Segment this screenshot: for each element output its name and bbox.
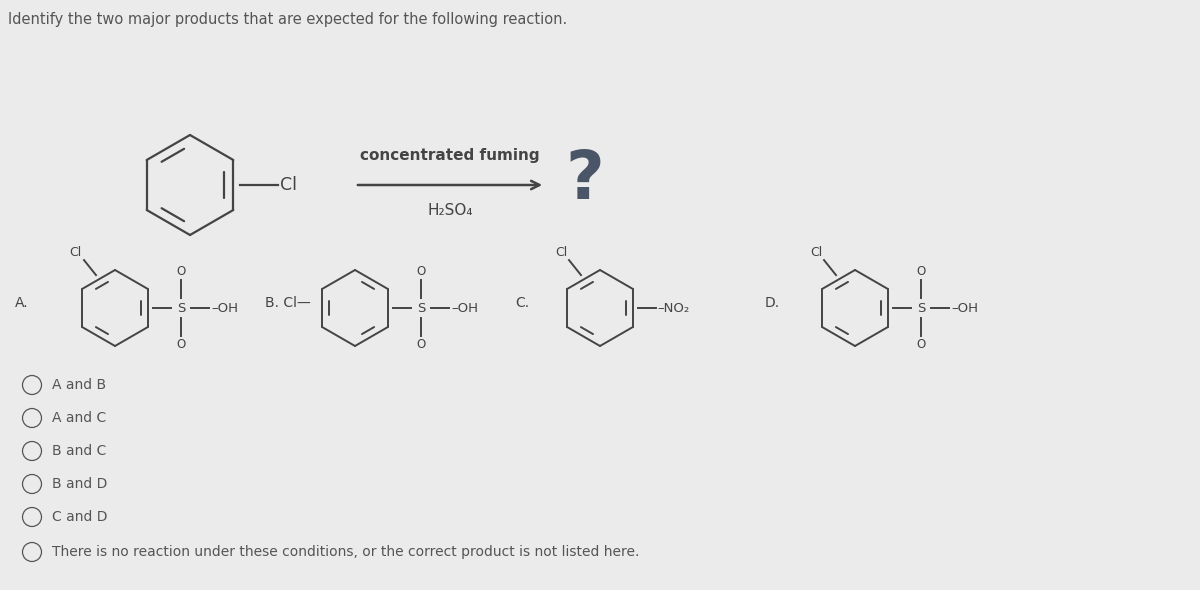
Text: C and D: C and D	[52, 510, 108, 524]
Text: H₂SO₄: H₂SO₄	[427, 203, 473, 218]
Text: A and C: A and C	[52, 411, 107, 425]
Text: Cl: Cl	[280, 176, 298, 194]
Text: B. Cl—: B. Cl—	[265, 296, 311, 310]
Text: C.: C.	[515, 296, 529, 310]
Text: A.: A.	[14, 296, 29, 310]
Text: O: O	[416, 265, 426, 278]
Text: D.: D.	[766, 296, 780, 310]
Text: –OH: –OH	[451, 301, 478, 314]
Text: S: S	[917, 301, 925, 314]
Text: There is no reaction under these conditions, or the correct product is not liste: There is no reaction under these conditi…	[52, 545, 640, 559]
Text: S: S	[416, 301, 425, 314]
Text: ?: ?	[565, 147, 605, 213]
Text: O: O	[917, 338, 925, 351]
Text: Cl: Cl	[554, 246, 568, 259]
Text: O: O	[917, 265, 925, 278]
Text: –NO₂: –NO₂	[658, 301, 689, 314]
Text: A and B: A and B	[52, 378, 106, 392]
Text: Identify the two major products that are expected for the following reaction.: Identify the two major products that are…	[8, 12, 568, 27]
Text: Cl: Cl	[810, 246, 822, 259]
Text: concentrated fuming: concentrated fuming	[360, 148, 540, 163]
Text: B and C: B and C	[52, 444, 107, 458]
Text: Cl: Cl	[70, 246, 82, 259]
Text: –OH: –OH	[952, 301, 978, 314]
Text: S: S	[176, 301, 185, 314]
Text: O: O	[176, 265, 186, 278]
Text: O: O	[416, 338, 426, 351]
Text: B and D: B and D	[52, 477, 107, 491]
Text: –OH: –OH	[211, 301, 238, 314]
Text: O: O	[176, 338, 186, 351]
